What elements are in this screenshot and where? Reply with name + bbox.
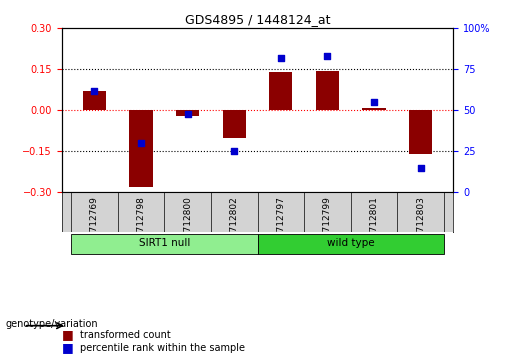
Text: transformed count: transformed count [80,330,170,339]
Bar [222,110,246,138]
Bar [129,110,152,187]
Point [90,88,98,93]
Bar [316,71,339,110]
Text: GSM712801: GSM712801 [369,196,379,251]
Text: ■: ■ [62,342,74,354]
Point [137,141,145,146]
Point [323,53,332,59]
Bar [269,72,293,110]
Point [277,55,285,61]
Text: GSM712799: GSM712799 [323,196,332,251]
FancyBboxPatch shape [258,234,444,254]
Point [417,165,425,171]
Bar [409,110,432,154]
Text: GSM712802: GSM712802 [230,196,238,251]
Text: GSM712769: GSM712769 [90,196,99,251]
Bar [176,110,199,116]
Title: GDS4895 / 1448124_at: GDS4895 / 1448124_at [185,13,330,26]
Point [183,111,192,116]
Text: wild type: wild type [327,238,374,249]
Text: GSM712797: GSM712797 [277,196,285,251]
Text: genotype/variation: genotype/variation [5,319,98,329]
Bar [83,91,106,110]
Text: percentile rank within the sample: percentile rank within the sample [80,343,245,353]
Text: SIRT1 null: SIRT1 null [139,238,190,249]
Point [370,99,378,105]
Text: GSM712803: GSM712803 [416,196,425,251]
Text: ■: ■ [62,328,74,341]
Text: GSM712798: GSM712798 [136,196,146,251]
Text: GSM712800: GSM712800 [183,196,192,251]
FancyBboxPatch shape [71,234,258,254]
Bar [363,108,386,110]
Point [230,149,238,154]
